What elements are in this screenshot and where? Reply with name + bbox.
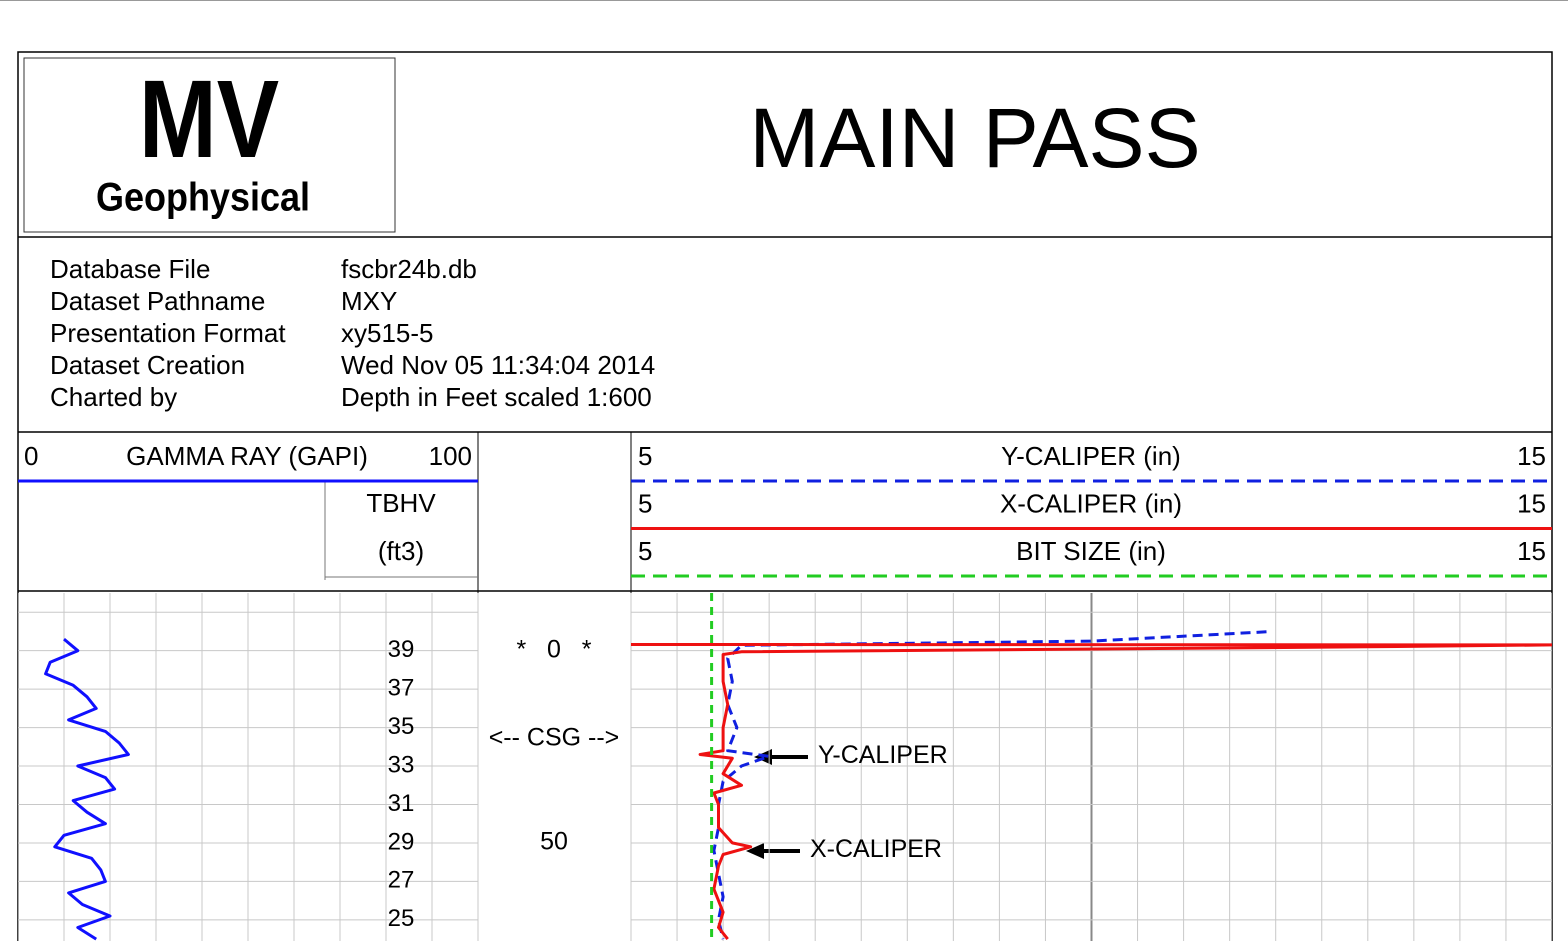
scale-right: 15 — [1517, 441, 1546, 471]
annotation: Y-CALIPER — [818, 741, 948, 769]
info-value: Wed Nov 05 11:34:04 2014 — [341, 350, 655, 380]
info-value: xy515-5 — [341, 318, 434, 348]
info-value: MXY — [341, 286, 397, 316]
tbhv-label: 39 — [388, 636, 415, 663]
title: MAIN PASS — [749, 91, 1200, 185]
tbhv-label: 31 — [388, 790, 415, 817]
tbhv-name: TBHV — [366, 488, 436, 518]
plot: 39 37 35 33 31 29 27 25 * 0 * 50 <-- CSG --> Y-CALI… — [18, 593, 1552, 941]
info-label: Dataset Pathname — [50, 286, 265, 316]
scale-right: 15 — [1517, 488, 1546, 518]
scale-left: 5 — [638, 536, 652, 566]
depth-label: * 0 * — [516, 635, 591, 663]
tbhv-label: 35 — [388, 713, 415, 740]
logo-box — [23, 57, 396, 233]
arrow-head — [746, 843, 764, 859]
scale-left: 5 — [638, 441, 652, 471]
scale-right: 15 — [1517, 536, 1546, 566]
curve-name: GAMMA RAY (GAPI) — [126, 441, 368, 471]
tbhv-label: 37 — [388, 674, 415, 701]
info-value: Depth in Feet scaled 1:600 — [341, 382, 652, 412]
tbhv-label: 27 — [388, 867, 415, 894]
scale-left: 0 — [24, 441, 38, 471]
tbhv-label: 25 — [388, 905, 415, 932]
tbhv-label: 33 — [388, 751, 415, 778]
curve — [712, 630, 1267, 940]
info-label: Presentation Format — [50, 318, 286, 348]
curve-name: Y-CALIPER (in) — [1001, 441, 1181, 471]
curve — [44, 637, 130, 941]
scale-right: 100 — [429, 441, 472, 471]
frame — [17, 51, 1553, 941]
scale-left: 5 — [638, 488, 652, 518]
logo-text: Geophysical — [96, 176, 310, 220]
curve — [630, 643, 1552, 941]
tbhv-label: 29 — [388, 828, 415, 855]
annotation: <-- CSG --> — [489, 724, 620, 752]
depth-label: 50 — [540, 828, 568, 856]
logo-mv: MV — [139, 58, 279, 181]
info-label: Database File — [50, 254, 210, 284]
curve-name: BIT SIZE (in) — [1016, 536, 1166, 566]
annotation: X-CALIPER — [810, 835, 942, 863]
tbhv-unit: (ft3) — [378, 536, 424, 566]
info-label: Dataset Creation — [50, 350, 245, 380]
curve-name: X-CALIPER (in) — [1000, 488, 1182, 518]
info-label: Charted by — [50, 382, 177, 412]
info-value: fscbr24b.db — [341, 254, 477, 284]
